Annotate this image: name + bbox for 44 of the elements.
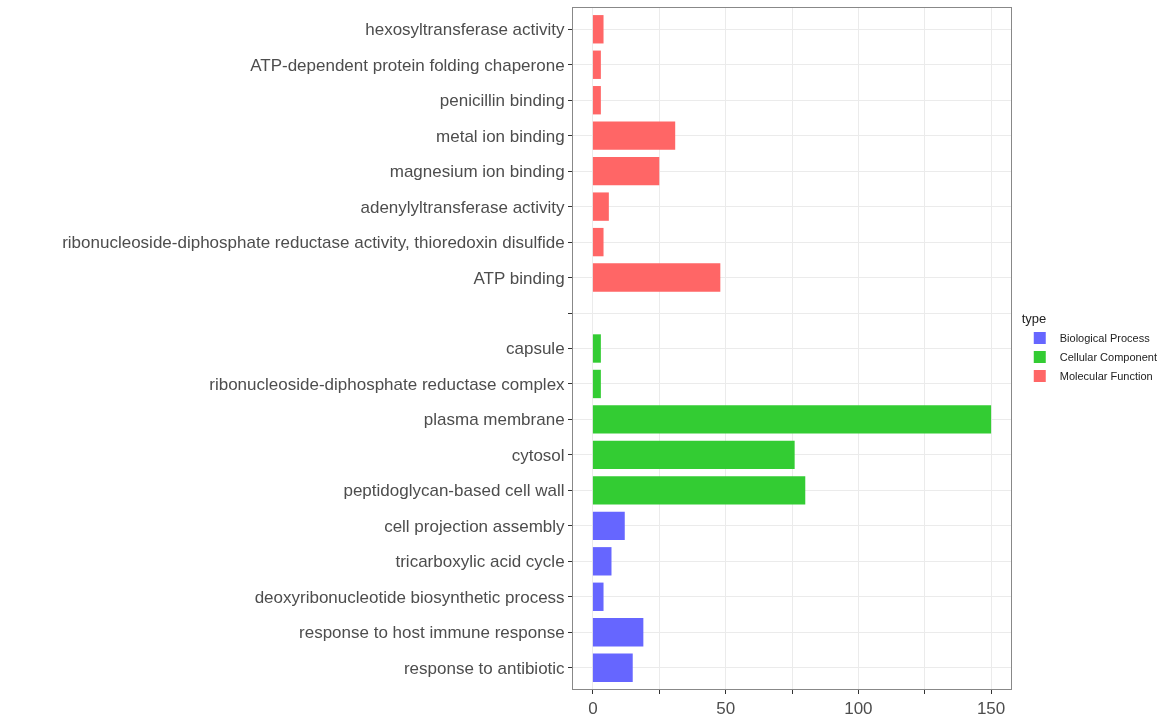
bar — [592, 15, 604, 44]
bar — [592, 547, 612, 576]
legend-label: Biological Process — [1059, 332, 1151, 345]
bar — [592, 618, 644, 647]
y-tick-label: penicillin binding — [439, 91, 565, 111]
y-tick-label: cell projection assembly — [384, 516, 566, 536]
y-tick-label: metal ion binding — [436, 126, 565, 146]
y-tick-label: adenylyltransferase activity — [360, 197, 566, 217]
bar — [592, 582, 604, 611]
y-tick-label: response to host immune response — [299, 623, 565, 643]
bar — [592, 405, 992, 434]
bar — [592, 476, 806, 505]
legend-label: Molecular Function — [1059, 370, 1153, 383]
y-tick-label: magnesium ion binding — [389, 162, 565, 182]
bar — [592, 50, 601, 79]
legend-label: Cellular Component — [1059, 351, 1157, 364]
y-tick-label: ribonucleoside-diphosphate reductase complex — [209, 374, 566, 394]
bar — [592, 86, 601, 115]
bar — [592, 192, 609, 221]
y-tick-label: capsule — [505, 339, 565, 359]
x-tick-label: 100 — [844, 699, 873, 717]
y-tick-label: plasma membrane — [423, 410, 565, 430]
bar — [592, 121, 676, 150]
bar — [592, 511, 625, 541]
bar — [592, 227, 604, 257]
x-tick-label: 150 — [976, 699, 1006, 717]
y-tick-label: cytosol — [511, 445, 565, 465]
bar — [592, 653, 633, 682]
y-tick-label: ribonucleoside-diphosphate reductase activity, thioredoxin disulfide — [62, 233, 565, 253]
bar — [592, 334, 601, 363]
y-tick-label: response to antibiotic — [403, 658, 566, 678]
y-tick-label: deoxyribonucleotide biosynthetic process — [254, 587, 565, 607]
y-tick-label: ATP-dependent protein folding chaperone — [250, 55, 565, 75]
legend-title: type — [1021, 311, 1047, 327]
y-tick-label: peptidoglycan-based cell wall — [343, 481, 565, 501]
x-tick-label: 50 — [716, 699, 736, 717]
y-tick-label: ATP binding — [473, 268, 565, 288]
bar — [592, 263, 721, 292]
x-tick-label: 0 — [588, 699, 598, 717]
bar — [592, 440, 795, 470]
bar — [592, 369, 601, 399]
y-tick-label: hexosyltransferase activity — [365, 20, 566, 40]
bar — [592, 156, 660, 186]
y-tick-label: tricarboxylic acid cycle — [395, 552, 565, 572]
